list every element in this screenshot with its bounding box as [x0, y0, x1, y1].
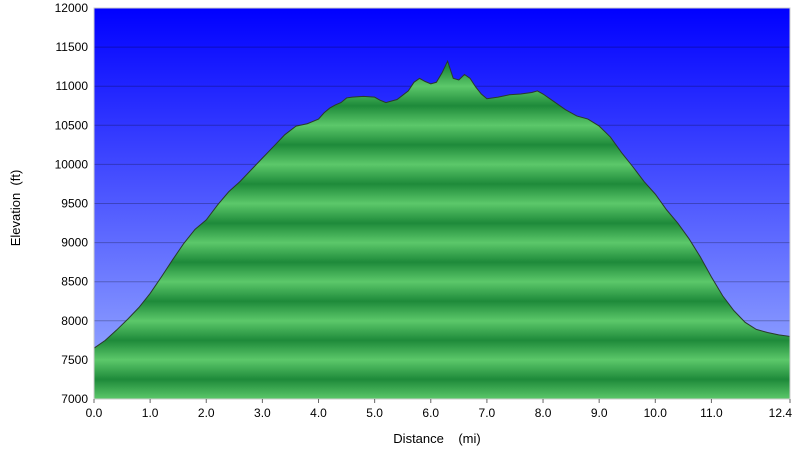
y-tick-label: 12000 [55, 1, 89, 15]
x-tick-label: 2.0 [198, 406, 215, 420]
x-tick-label: 4.0 [310, 406, 327, 420]
x-tick-label: 0.0 [86, 406, 103, 420]
y-tick-label: 10500 [55, 118, 89, 132]
plot-frame [93, 7, 791, 400]
x-tick-label: 12.4 [769, 406, 793, 420]
x-tick-label: 11.0 [700, 406, 723, 420]
x-axis-label: Distance (mi) [393, 431, 480, 446]
y-tick-label: 7500 [61, 353, 88, 367]
y-axis-label: Elevation (ft) [8, 170, 23, 247]
x-tick-label: 10.0 [644, 406, 668, 420]
y-tick-label: 8500 [61, 275, 88, 289]
elevation-area [93, 59, 791, 400]
x-tick-label: 6.0 [422, 406, 439, 420]
x-tick-label: 7.0 [479, 406, 496, 420]
x-tick-label: 8.0 [535, 406, 552, 420]
y-tick-label: 11500 [56, 40, 89, 54]
y-tick-label: 9500 [61, 197, 88, 211]
y-tick-label: 7000 [61, 392, 88, 406]
y-axis-ticks: 12000 11500 11000 10500 10000 9500 9000 8500 800… [55, 1, 89, 406]
y-tick-label: 10000 [55, 157, 89, 171]
y-tick-label: 9000 [61, 236, 88, 250]
x-tick-label: 1.0 [142, 406, 159, 420]
x-axis-ticks: 0.0 1.0 2.0 3.0 4.0 5.0 6.0 7.0 8.0 9.0 10.0 11.0 12… [86, 399, 793, 420]
x-tick-label: 3.0 [254, 406, 271, 420]
x-tick-label: 5.0 [366, 406, 383, 420]
x-tick-label: 9.0 [591, 406, 608, 420]
y-tick-label: 8000 [61, 314, 88, 328]
y-tick-label: 11000 [56, 79, 89, 93]
